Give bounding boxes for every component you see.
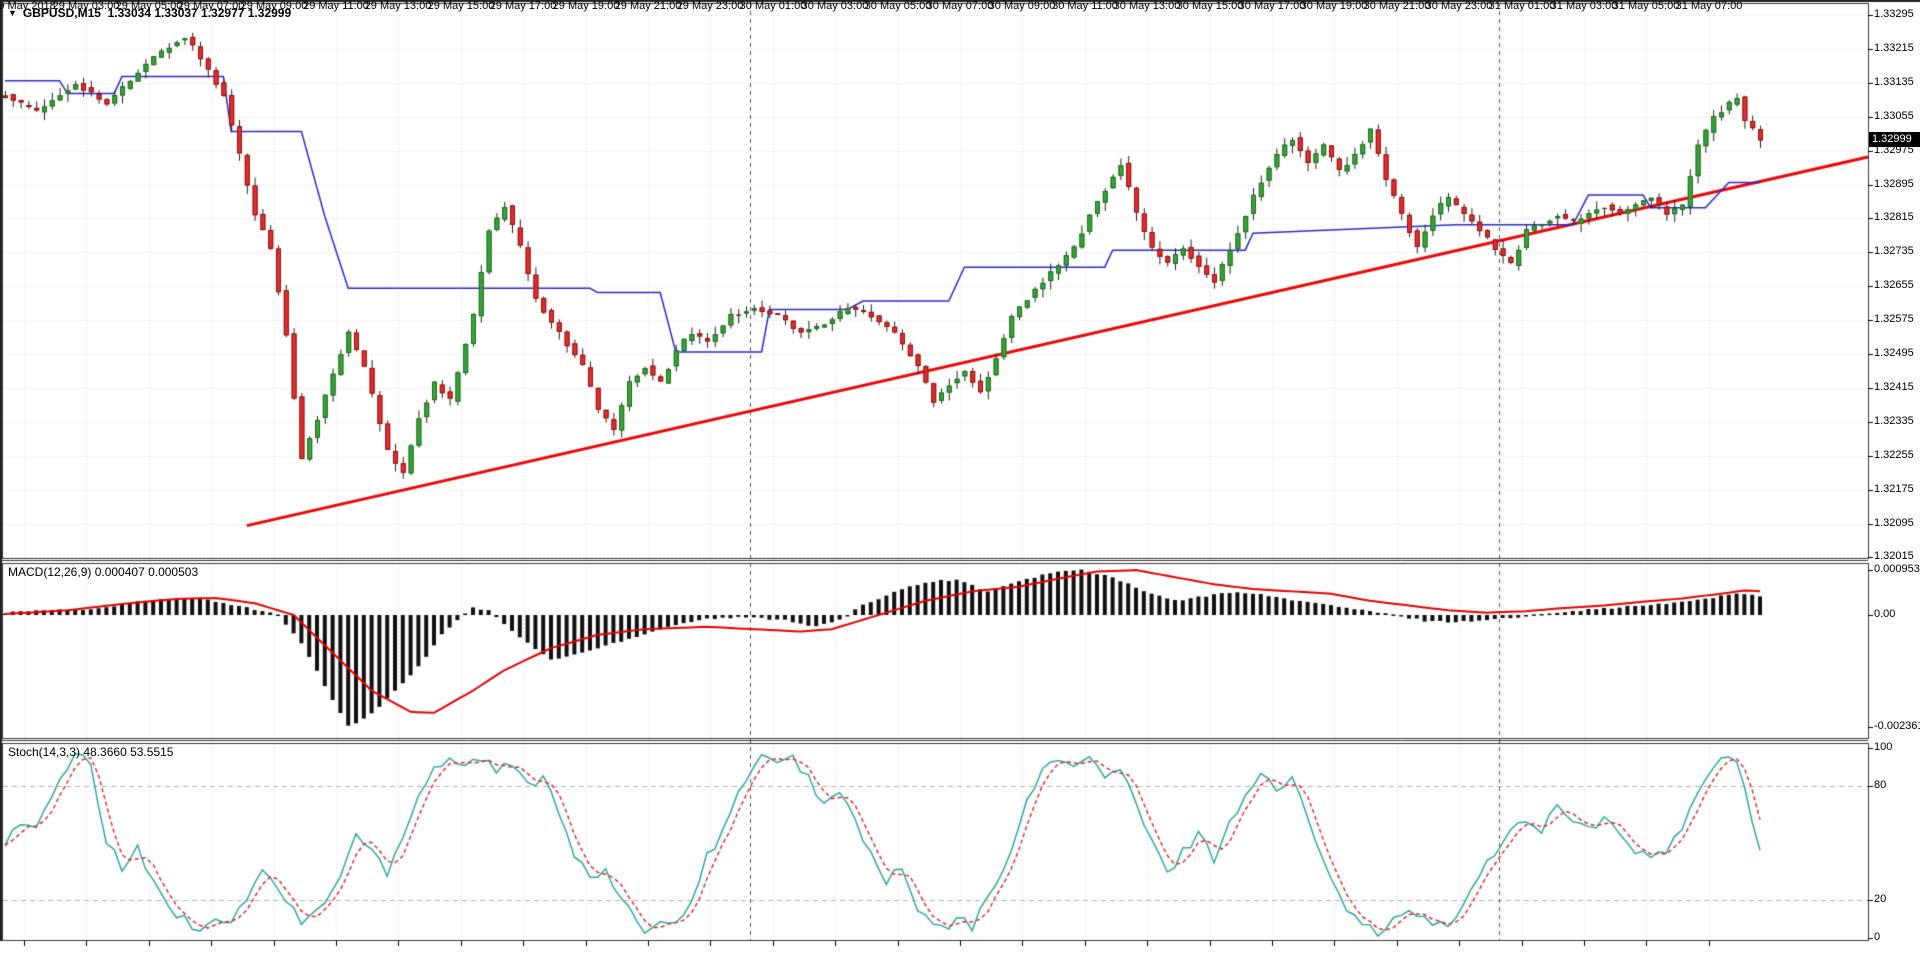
price-axis-label: 1.33055 [1874,110,1914,122]
stoch-label: Stoch(14,3,3) 48.3660 53.5515 [8,745,174,759]
price-axis-label: 1.33215 [1874,42,1914,54]
time-axis-label: 30 May 11:00 [1052,0,1118,12]
time-axis-label: 30 May 21:00 [1363,0,1431,12]
time-axis-label: 29 May 23:00 [676,0,744,12]
price-axis-label: 1.32895 [1874,178,1914,190]
time-axis-label: 30 May 07:00 [926,0,994,12]
macd-axis-label: 0.00 [1874,608,1896,620]
price-axis-label: 1.32255 [1874,449,1914,461]
time-axis-label: 30 May 17:00 [1238,0,1306,12]
time-axis-label: 31 May 03:00 [1550,0,1618,12]
chevron-down-icon[interactable]: ▼ [8,8,17,18]
price-axis-label: 1.32655 [1874,279,1914,291]
price-axis-label: 1.32575 [1874,313,1914,325]
price-axis-label: 1.32815 [1874,211,1914,223]
time-axis-label: 30 May 15:00 [1176,0,1244,12]
symbol-period-label: GBPUSD,M15 [22,6,101,20]
time-axis-label: 29 May 17:00 [489,0,557,12]
time-axis-label: 29 May 09:00 [240,0,308,12]
price-axis-label: 1.32975 [1874,144,1914,156]
chart-title: ▼ GBPUSD,M15 1.33034 1.33037 1.32977 1.32… [8,6,291,20]
time-axis-label: 29 May 13:00 [364,0,432,12]
stoch-panel-area[interactable] [3,743,1868,940]
price-axis-label: 1.33135 [1874,76,1914,88]
time-axis-label: 30 May 05:00 [864,0,932,12]
time-axis-label: 30 May 09:00 [988,0,1056,12]
main-chart-area[interactable] [3,3,1868,558]
stoch-axis-label: 100 [1874,741,1893,753]
ohlc-values: 1.33034 1.33037 1.32977 1.32999 [107,6,292,20]
price-axis-label: 1.32495 [1874,347,1914,359]
stoch-axis-label: 0 [1874,931,1881,943]
price-axis-label: 1.32335 [1874,415,1914,427]
price-axis-label: 1.32015 [1874,550,1914,562]
time-axis[interactable] [0,941,1920,967]
time-axis-label: 30 May 13:00 [1113,0,1181,12]
price-axis-label: 1.32175 [1874,483,1914,495]
time-axis-label: 31 May 01:00 [1488,0,1556,12]
time-axis-label: 29 May 03:00 [52,0,120,12]
macd-label: MACD(12,26,9) 0.000407 0.000503 [8,565,199,579]
time-axis-label: 29 May 07:00 [177,0,245,12]
macd-axis-label: -0.002361 [1874,719,1920,732]
time-axis-label: 30 May 01:00 [739,0,807,12]
time-axis-label: 31 May 07:00 [1675,0,1743,12]
time-axis-label: 29 May 11:00 [303,0,369,12]
time-axis-label: 30 May 19:00 [1300,0,1368,12]
macd-panel-area[interactable] [3,563,1868,738]
price-axis-label: 1.32095 [1874,517,1914,529]
time-axis-label: 30 May 03:00 [801,0,869,12]
time-axis-label: 29 May 2018 [0,0,56,12]
stoch-axis-label: 20 [1874,893,1887,905]
price-axis-label: 1.32735 [1874,245,1914,257]
time-axis-label: 31 May 05:00 [1612,0,1680,12]
time-axis-label: 29 May 15:00 [427,0,495,12]
macd-axis-label: 0.000953 [1874,562,1920,575]
price-axis-label: 1.33295 [1874,8,1914,20]
time-axis-label: 30 May 23:00 [1425,0,1493,12]
price-axis-label: 1.32415 [1874,381,1914,393]
time-axis-label: 29 May 19:00 [552,0,620,12]
time-axis-label: 29 May 05:00 [115,0,183,12]
time-axis-label: 29 May 21:00 [614,0,682,12]
stoch-axis-label: 80 [1874,779,1887,791]
current-price-tag: 1.32999 [1869,132,1920,147]
